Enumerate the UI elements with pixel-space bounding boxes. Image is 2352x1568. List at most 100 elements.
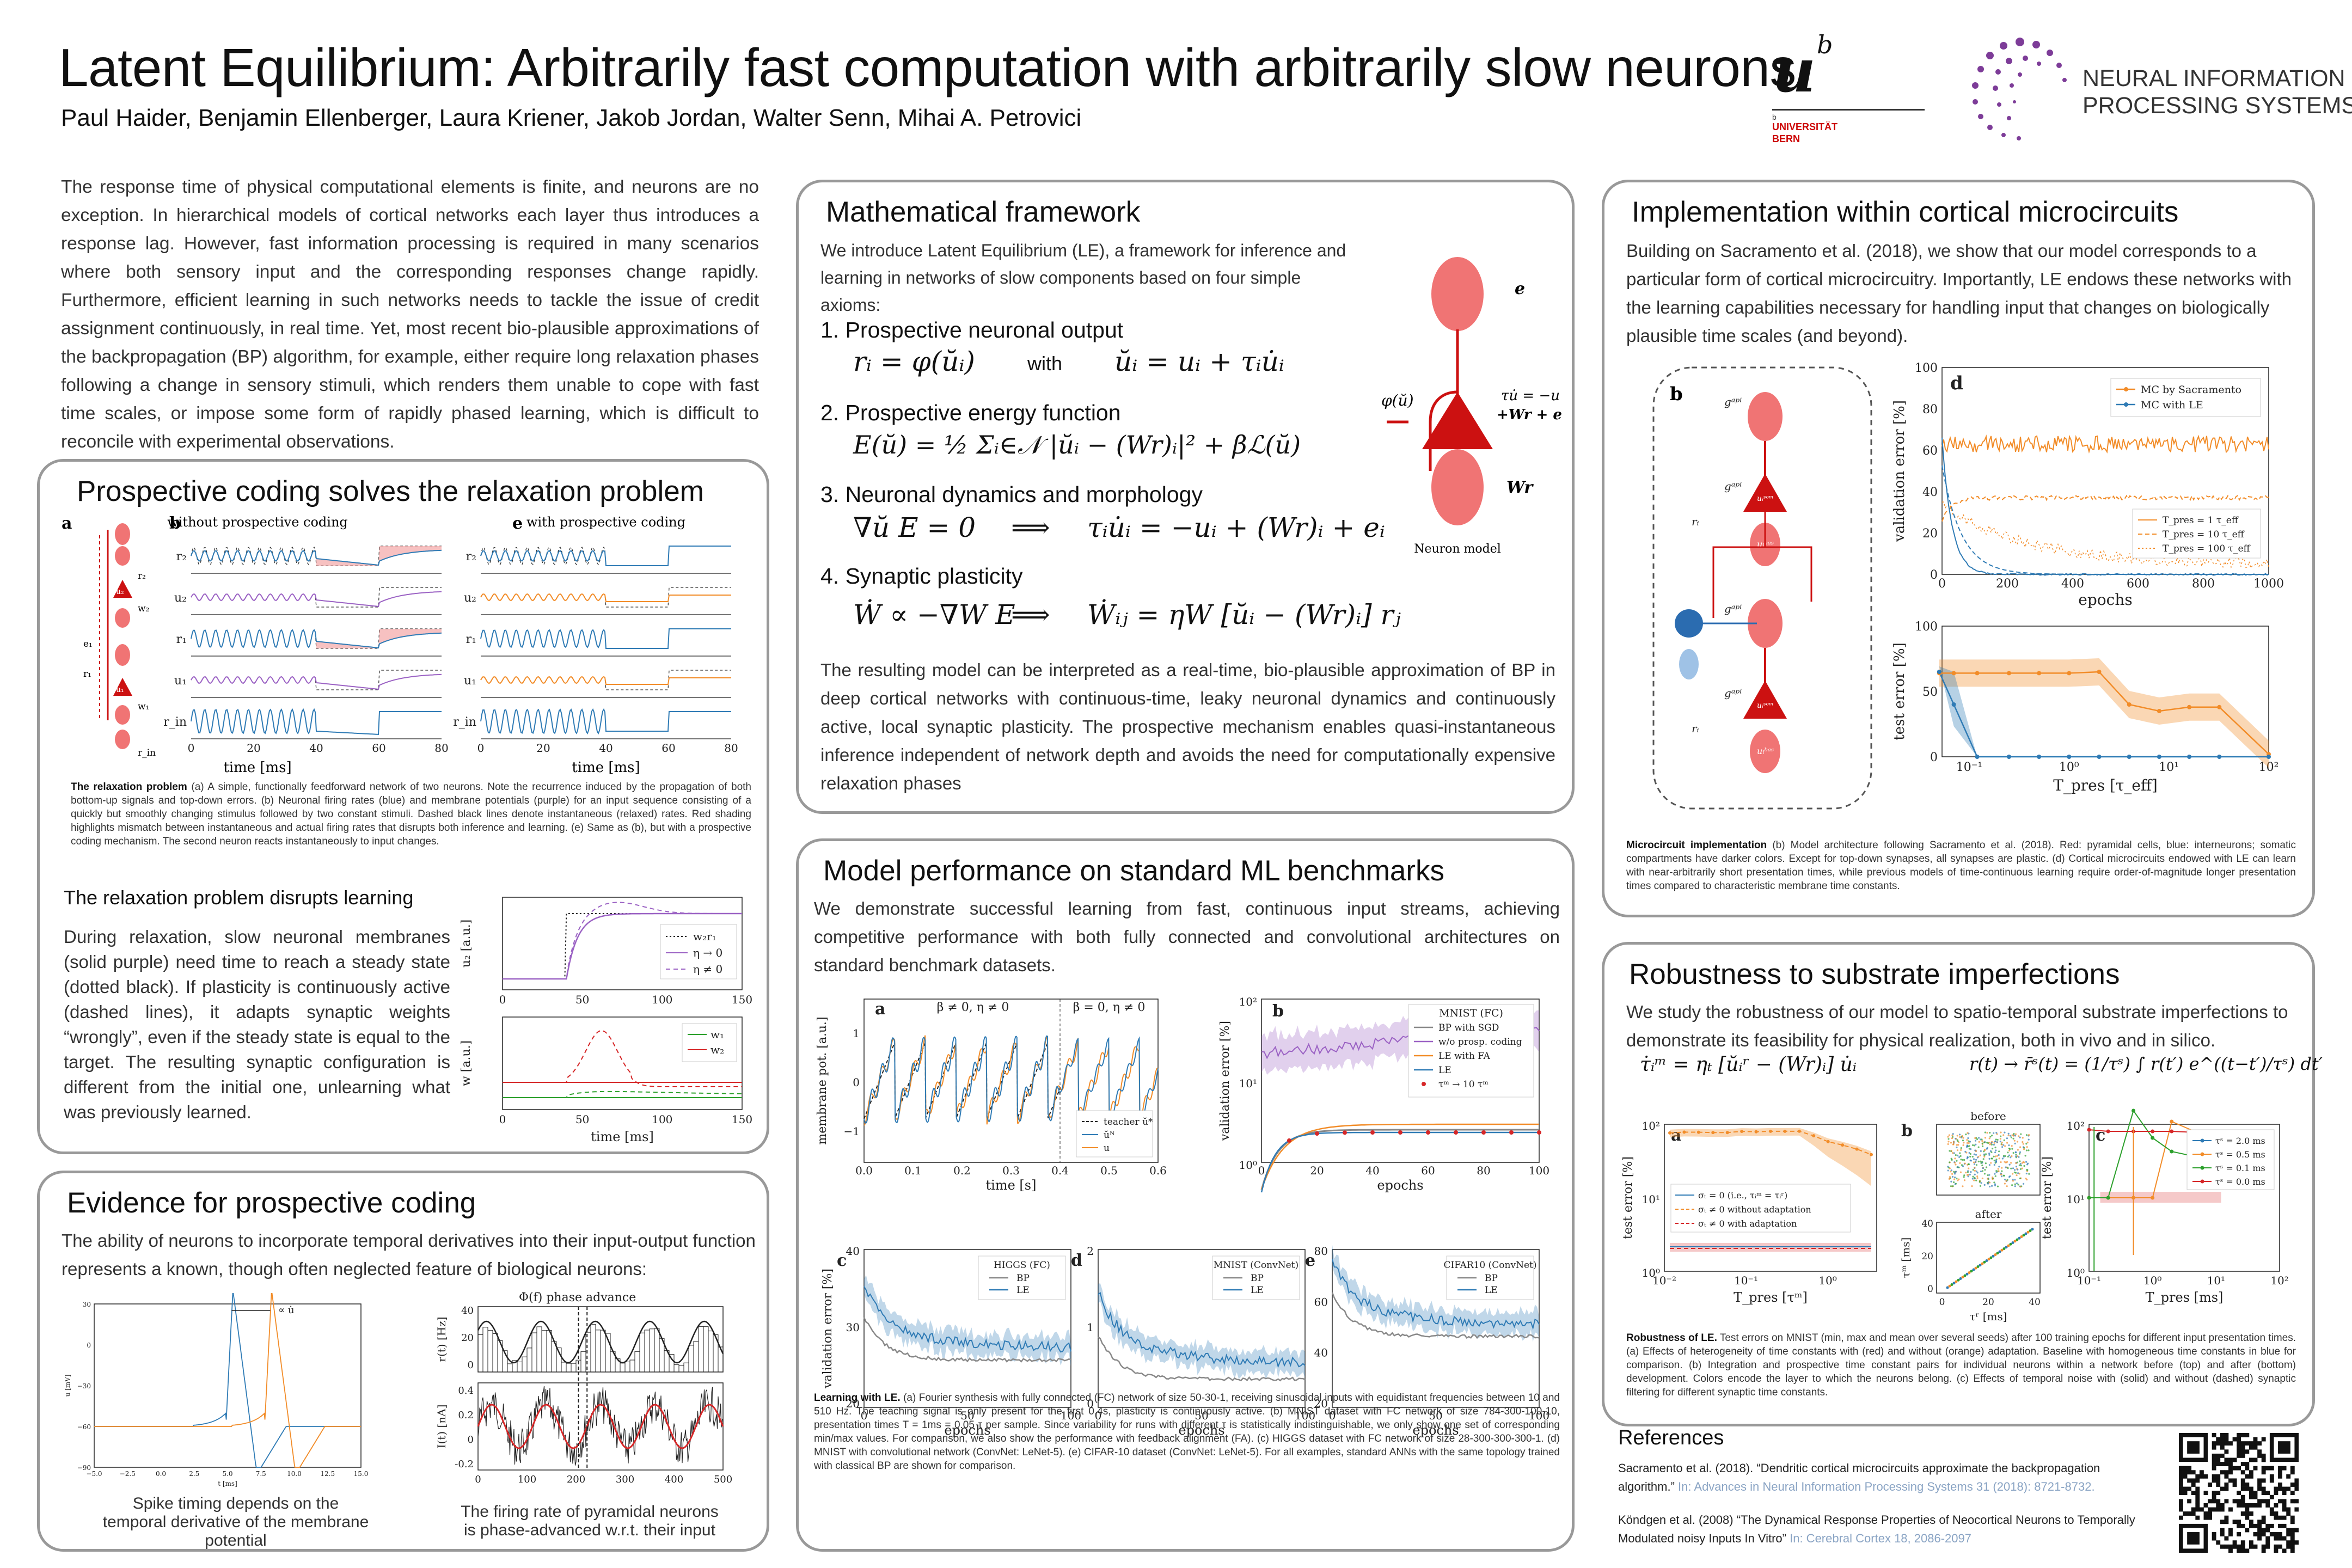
after-point <box>1970 1270 1973 1273</box>
references-title: References <box>1618 1426 1724 1449</box>
qr-code-icon[interactable] <box>2179 1433 2299 1553</box>
unibe-bern: BERN <box>1772 133 1800 144</box>
x-tick-label: 0 <box>475 1474 481 1485</box>
before-point <box>1989 1136 1992 1138</box>
before-point <box>1975 1179 1977 1181</box>
before-point <box>1967 1137 1969 1140</box>
before-point <box>1950 1185 1952 1187</box>
before-point <box>1954 1157 1956 1160</box>
before-point <box>1981 1138 1983 1141</box>
before-point <box>1978 1141 1980 1143</box>
qr-module <box>2237 1503 2241 1508</box>
legend-label: u <box>1104 1143 1110 1154</box>
before-point <box>2026 1146 2028 1148</box>
y-tick-label: 80 <box>1314 1245 1328 1258</box>
sacramento-line <box>1939 671 2269 755</box>
before-point <box>1966 1142 1969 1144</box>
y-tick-label: 20 <box>1921 1251 1933 1262</box>
before-point <box>2004 1155 2006 1157</box>
before-point <box>2019 1151 2022 1153</box>
before-point <box>2025 1143 2028 1145</box>
before-point <box>1974 1137 1976 1139</box>
qr-module <box>2290 1491 2295 1496</box>
r-label: rᵢ <box>1692 722 1699 735</box>
before-point <box>1984 1168 1986 1171</box>
microcircuit-text: Building on Sacramento et al. (2018), we… <box>1626 241 2292 346</box>
before-point <box>1994 1141 1996 1143</box>
instantaneous-rate-line <box>480 670 731 690</box>
before-point <box>1953 1162 1956 1164</box>
before-point <box>1998 1157 2000 1160</box>
orange-marker <box>1682 1130 1686 1134</box>
u-bas-label: uᵢᵇᵃˢ <box>1757 746 1774 756</box>
qr-finder <box>2187 1441 2200 1454</box>
before-point <box>2020 1133 2022 1135</box>
eq-dynamics-a: ∇ŭ E = 0 <box>853 512 976 543</box>
qr-module <box>2274 1503 2278 1508</box>
before-point <box>2013 1140 2016 1142</box>
before-point <box>1999 1138 2002 1140</box>
before-point <box>1973 1144 1976 1147</box>
qr-module <box>2195 1494 2200 1499</box>
after-point <box>1957 1278 1960 1282</box>
qr-module <box>2237 1466 2241 1471</box>
eta-nonzero-line <box>503 902 742 979</box>
before-point <box>1998 1170 2000 1172</box>
synaptic-tau-marker <box>2106 1196 2110 1200</box>
before-point <box>2023 1165 2025 1167</box>
before-point <box>1948 1178 1950 1180</box>
qr-module <box>2278 1470 2282 1475</box>
le-marker <box>1937 670 1941 674</box>
legend-label: η ≠ 0 <box>693 963 722 976</box>
before-point <box>1973 1161 1975 1163</box>
unibe-mark: u <box>1772 35 1816 106</box>
legend-box <box>2110 378 2261 417</box>
eq-tau-adaptation: τ̇ᵢᵐ = ηₜ [ŭᵢʳ − (Wr)ᵢ] u̇ᵢ <box>1640 1054 1857 1076</box>
qr-module <box>2232 1520 2237 1524</box>
qr-module <box>2212 1457 2216 1462</box>
x-tick-label: 40 <box>1365 1164 1379 1177</box>
phase-xlabel: Time [msec] <box>567 1487 635 1489</box>
qr-module <box>2220 1507 2225 1512</box>
before-point <box>1975 1159 1977 1161</box>
qr-module <box>2261 1532 2266 1536</box>
orange-marker <box>1754 1130 1758 1134</box>
before-point <box>1975 1154 1977 1156</box>
relaxation-subtitle: The relaxation problem disrupts learning <box>64 886 414 909</box>
label-a: a <box>62 514 72 533</box>
eq-prospective-output: rᵢ = φ(ŭᵢ) <box>853 346 975 377</box>
qr-module <box>2216 1453 2221 1458</box>
before-point <box>1975 1150 1977 1152</box>
qr-module <box>2191 1507 2196 1512</box>
soma-icon <box>1743 681 1787 719</box>
qr-module <box>2282 1523 2287 1528</box>
interneuron-soma-icon <box>1675 609 1703 638</box>
after-point <box>1998 1250 2001 1253</box>
u2-axes <box>502 897 743 990</box>
rate-ylabel: r(t) [Hz] <box>435 1316 448 1362</box>
axiom-3: 3. Neuronal dynamics and morphology <box>820 482 1203 507</box>
panel-label: b <box>1272 1002 1284 1021</box>
reference-1: Sacramento et al. (2018). “Dendritic cor… <box>1618 1459 2135 1496</box>
rate-histogram-bar <box>678 1365 684 1373</box>
rate-histogram-bar <box>531 1332 537 1373</box>
before-point <box>1995 1160 1998 1162</box>
microcircuit-diagram: b gᵃᵖⁱgᵃᵖⁱuᵢˢᵒᵐuᵢᵇᵃˢgᵃᵖⁱgᵃᵖⁱuᵢˢᵒᵐuᵢᵇᵃˢrᵢ… <box>1652 366 1872 810</box>
x-tick-label: 10⁻² <box>1652 1274 1676 1287</box>
c-ylabel: validation error [%] <box>821 1269 835 1389</box>
before-point <box>1964 1162 1966 1165</box>
y-tick-label: 10⁰ <box>1239 1159 1257 1172</box>
before-point <box>1987 1174 1989 1177</box>
qr-module <box>2249 1520 2253 1524</box>
before-point <box>2007 1155 2009 1157</box>
fourier-condition-1: β ≠ 0, η ≠ 0 <box>937 1001 1009 1014</box>
before-point <box>1977 1146 1980 1148</box>
y-tick-label: -0.2 <box>455 1459 474 1470</box>
x-tick-label: 300 <box>616 1474 634 1485</box>
qr-module <box>2261 1528 2266 1533</box>
qr-module <box>2220 1544 2225 1549</box>
label-u2: u₂ <box>116 587 124 596</box>
qr-module <box>2274 1491 2278 1496</box>
rate-histogram-bar <box>536 1326 542 1373</box>
y-tick-label: 100 <box>1915 362 1938 375</box>
